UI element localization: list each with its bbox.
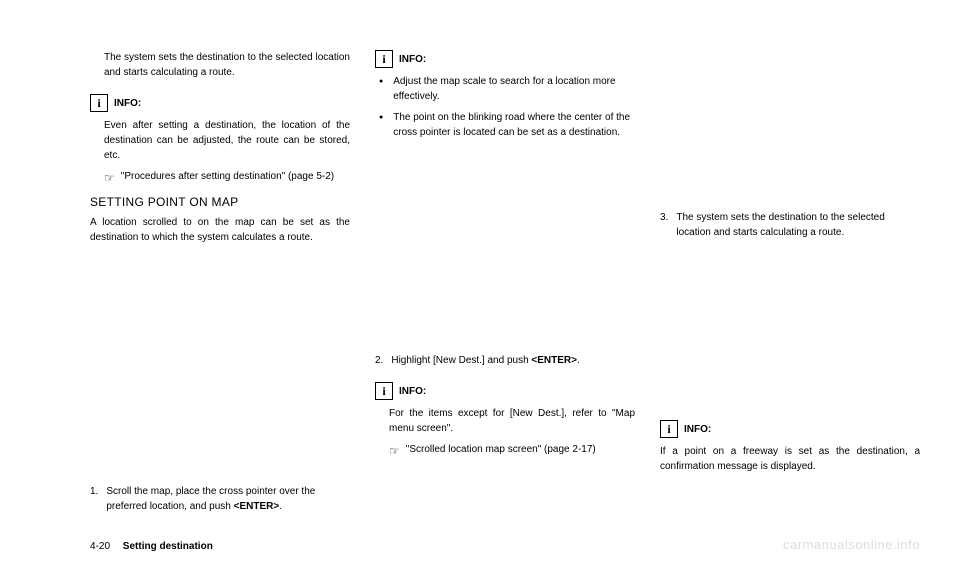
column-2: i INFO: ● Adjust the map scale to search… xyxy=(375,50,635,520)
info-callout: i INFO: xyxy=(90,94,350,112)
info-callout: i INFO: xyxy=(375,382,635,400)
spacer xyxy=(90,251,350,484)
reference-text: "Procedures after setting destination" (… xyxy=(121,169,334,187)
info-icon: i xyxy=(90,94,108,112)
step-2: 2. Highlight [New Dest.] and push <ENTER… xyxy=(375,353,635,368)
info-callout: i INFO: xyxy=(375,50,635,68)
bullet-text: The point on the blinking road where the… xyxy=(393,110,635,140)
page-number: 4-20 xyxy=(90,541,110,552)
reference-icon: ☞ xyxy=(104,169,115,187)
spacer xyxy=(375,460,635,520)
column-1: The system sets the destination to the s… xyxy=(90,50,350,520)
text-part: . xyxy=(577,355,580,366)
bullet-item: ● The point on the blinking road where t… xyxy=(379,110,635,140)
bullet-icon: ● xyxy=(379,110,383,140)
reference-text: "Scrolled location map screen" (page 2-1… xyxy=(406,442,596,460)
columns-container: The system sets the destination to the s… xyxy=(90,50,920,520)
info-icon: i xyxy=(375,50,393,68)
paragraph: Even after setting a destination, the lo… xyxy=(104,118,350,163)
info-label: INFO: xyxy=(114,98,141,109)
section-heading: SETTING POINT ON MAP xyxy=(90,195,350,209)
paragraph: If a point on a freeway is set as the de… xyxy=(660,444,920,474)
step-1: 1. Scroll the map, place the cross point… xyxy=(90,484,350,514)
spacer xyxy=(660,480,920,520)
reference-icon: ☞ xyxy=(389,442,400,460)
spacer xyxy=(660,50,920,210)
paragraph: For the items except for [New Dest.], re… xyxy=(389,406,635,436)
step-text: Scroll the map, place the cross pointer … xyxy=(106,484,350,514)
info-label: INFO: xyxy=(399,386,426,397)
text-part: . xyxy=(279,501,282,512)
bullet-icon: ● xyxy=(379,74,383,104)
paragraph: The system sets the destination to the s… xyxy=(104,50,350,80)
step-number: 3. xyxy=(660,210,668,240)
column-3: 3. The system sets the destination to th… xyxy=(660,50,920,520)
step-3: 3. The system sets the destination to th… xyxy=(660,210,920,240)
text-part: Scroll the map, place the cross pointer … xyxy=(106,486,315,512)
cross-reference: ☞ "Procedures after setting destination"… xyxy=(104,169,350,187)
info-callout: i INFO: xyxy=(660,420,920,438)
step-text: Highlight [New Dest.] and push <ENTER>. xyxy=(391,353,579,368)
info-label: INFO: xyxy=(399,54,426,65)
step-number: 2. xyxy=(375,353,383,368)
step-number: 1. xyxy=(90,484,98,514)
info-icon: i xyxy=(660,420,678,438)
spacer xyxy=(660,246,920,412)
info-label: INFO: xyxy=(684,424,711,435)
bullet-text: Adjust the map scale to search for a loc… xyxy=(393,74,635,104)
watermark: carmanualsonline.info xyxy=(783,537,920,552)
paragraph: A location scrolled to on the map can be… xyxy=(90,215,350,245)
bullet-item: ● Adjust the map scale to search for a l… xyxy=(379,74,635,104)
key-label: <ENTER> xyxy=(234,501,280,512)
cross-reference: ☞ "Scrolled location map screen" (page 2… xyxy=(389,442,635,460)
spacer xyxy=(375,146,635,353)
info-icon: i xyxy=(375,382,393,400)
text-part: Highlight [New Dest.] and push xyxy=(391,355,531,366)
page-footer: 4-20 Setting destination xyxy=(90,541,213,552)
section-title: Setting destination xyxy=(123,541,213,552)
key-label: <ENTER> xyxy=(531,355,577,366)
step-text: The system sets the destination to the s… xyxy=(676,210,920,240)
